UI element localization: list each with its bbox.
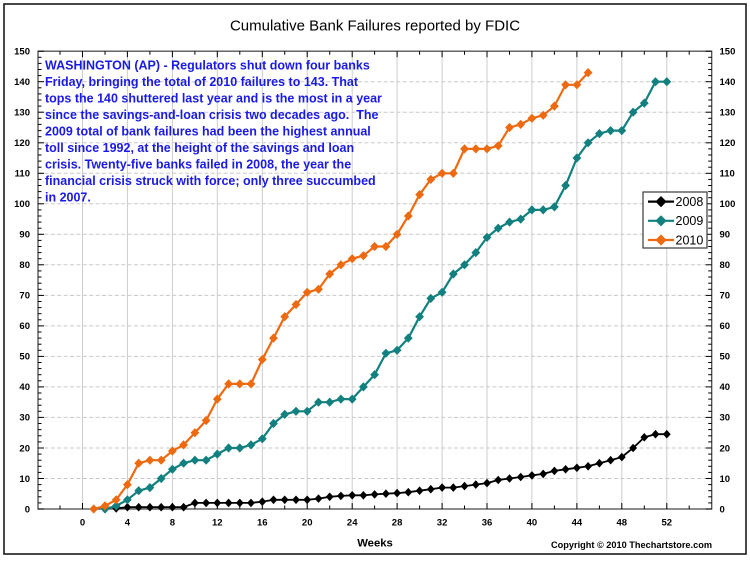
svg-text:40: 40 (720, 382, 731, 393)
svg-text:2008: 2008 (676, 195, 704, 209)
svg-text:40: 40 (19, 382, 30, 393)
svg-text:100: 100 (720, 199, 736, 210)
svg-text:20: 20 (720, 443, 731, 454)
svg-text:32: 32 (437, 518, 448, 529)
svg-text:70: 70 (720, 291, 731, 302)
svg-text:150: 150 (720, 47, 736, 58)
svg-text:110: 110 (720, 169, 735, 180)
svg-text:10: 10 (720, 474, 731, 485)
svg-text:in 2007.: in 2007. (45, 191, 91, 205)
svg-text:80: 80 (19, 260, 30, 271)
svg-text:36: 36 (482, 518, 493, 529)
svg-text:110: 110 (15, 169, 30, 180)
svg-text:20: 20 (19, 443, 30, 454)
svg-text:crisis. Twenty-five banks fail: crisis. Twenty-five banks failed in 2008… (45, 158, 351, 172)
svg-text:150: 150 (14, 47, 30, 58)
svg-text:28: 28 (392, 518, 403, 529)
svg-text:50: 50 (19, 352, 30, 363)
svg-text:Cumulative Bank Failures repor: Cumulative Bank Failures reported by FDI… (230, 18, 520, 35)
svg-text:2009 total of bank failures ha: 2009 total of bank failures had been the… (45, 125, 371, 139)
svg-text:120: 120 (14, 138, 30, 149)
svg-text:90: 90 (19, 230, 30, 241)
svg-text:120: 120 (720, 138, 736, 149)
svg-text:48: 48 (617, 518, 628, 529)
svg-text:2009: 2009 (676, 214, 704, 228)
svg-text:WASHINGTON (AP) - Regulators s: WASHINGTON (AP) - Regulators shut down f… (45, 59, 370, 73)
svg-text:130: 130 (720, 108, 736, 119)
svg-text:financial crisis struck with f: financial crisis struck with force; only… (45, 174, 376, 188)
svg-text:44: 44 (572, 518, 583, 529)
svg-text:12: 12 (212, 518, 223, 529)
svg-text:70: 70 (19, 291, 30, 302)
svg-text:140: 140 (720, 77, 736, 88)
svg-text:Weeks: Weeks (357, 537, 393, 549)
svg-text:Friday, bringing the total of: Friday, bringing the total of 2010 failu… (45, 75, 359, 89)
svg-text:130: 130 (14, 108, 30, 119)
svg-text:0: 0 (80, 518, 85, 529)
svg-text:50: 50 (720, 352, 731, 363)
svg-text:since the savings-and-loan cri: since the savings-and-loan crisis two de… (45, 108, 378, 122)
svg-text:8: 8 (170, 518, 175, 529)
svg-text:140: 140 (14, 77, 30, 88)
svg-text:tops the 140 shuttered last ye: tops the 140 shuttered last year and is … (45, 92, 382, 106)
svg-text:60: 60 (720, 321, 731, 332)
svg-text:60: 60 (19, 321, 30, 332)
svg-text:40: 40 (527, 518, 538, 529)
svg-text:24: 24 (347, 518, 358, 529)
svg-text:90: 90 (720, 230, 731, 241)
svg-text:100: 100 (14, 199, 30, 210)
svg-text:20: 20 (302, 518, 313, 529)
svg-text:Copyright © 2010 Thechartstore: Copyright © 2010 Thechartstore.com (551, 540, 712, 550)
svg-text:2010: 2010 (676, 233, 704, 247)
svg-text:4: 4 (125, 518, 131, 529)
svg-text:30: 30 (19, 413, 30, 424)
svg-text:toll since 1992, at the height: toll since 1992, at the height of the sa… (45, 141, 354, 155)
svg-text:52: 52 (662, 518, 673, 529)
svg-text:10: 10 (19, 474, 30, 485)
svg-text:16: 16 (257, 518, 268, 529)
svg-text:30: 30 (720, 413, 731, 424)
svg-text:0: 0 (25, 504, 30, 515)
svg-text:80: 80 (720, 260, 731, 271)
svg-text:0: 0 (720, 504, 725, 515)
